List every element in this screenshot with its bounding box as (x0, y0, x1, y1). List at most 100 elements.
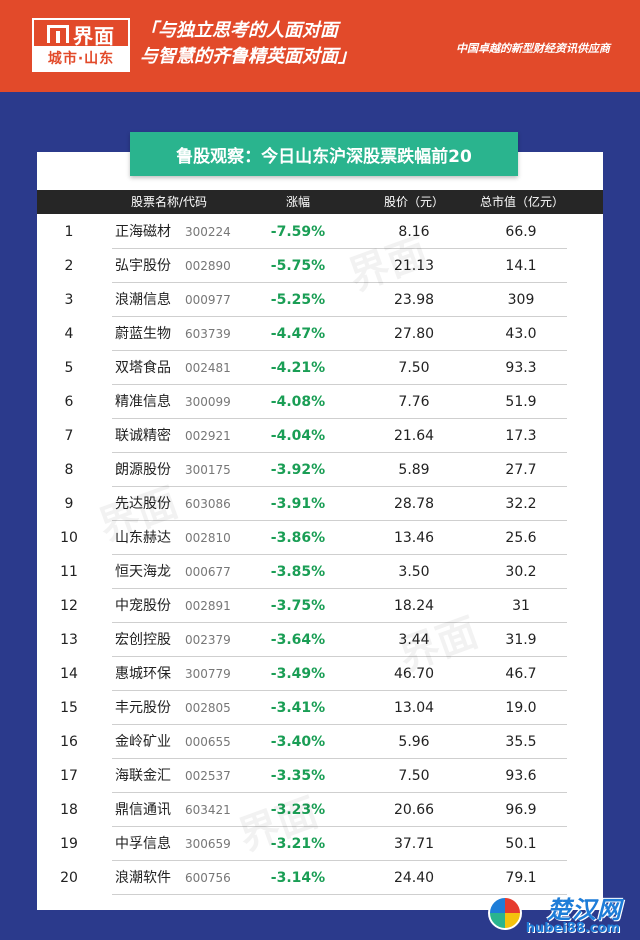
stock-code-cell: 002481 (185, 361, 231, 375)
market-cap-cell: 25.6 (505, 530, 537, 546)
stock-code-cell: 002921 (185, 429, 231, 443)
table-row: 2 弘宇股份 002890 -5.75% 21.13 14.1 (37, 249, 603, 283)
stock-code-cell: 603086 (185, 497, 231, 511)
table-row: 15 丰元股份 002805 -3.41% 13.04 19.0 (37, 691, 603, 725)
rank-cell: 2 (64, 258, 74, 274)
market-cap-cell: 93.3 (505, 360, 537, 376)
rank-cell: 6 (64, 394, 74, 410)
stock-name-cell: 弘宇股份 (115, 258, 171, 274)
table-row: 8 朗源股份 300175 -3.92% 5.89 27.7 (37, 453, 603, 487)
change-cell: -3.49% (270, 666, 326, 682)
rank-cell: 18 (60, 802, 78, 818)
rank-cell: 5 (64, 360, 74, 376)
table-row: 12 中宠股份 002891 -3.75% 18.24 31 (37, 589, 603, 623)
change-cell: -3.40% (270, 734, 326, 750)
stock-name-cell: 蔚蓝生物 (115, 326, 171, 342)
market-cap-cell: 35.5 (505, 734, 537, 750)
stock-name-cell: 宏创控股 (115, 632, 171, 648)
market-cap-cell: 43.0 (505, 326, 537, 342)
header-banner: 界面 城市·山东 「与独立思考的人面对面 与智慧的齐鲁精英面对面」 中国卓越的新… (0, 0, 640, 92)
market-cap-cell: 31 (512, 598, 530, 614)
table-row: 4 蔚蓝生物 603739 -4.47% 27.80 43.0 (37, 317, 603, 351)
table-row: 16 金岭矿业 000655 -3.40% 5.96 35.5 (37, 725, 603, 759)
stock-code-cell: 603421 (185, 803, 231, 817)
logo-sub: 城市·山东 (34, 46, 128, 70)
market-cap-cell: 31.9 (505, 632, 537, 648)
price-cell: 5.96 (398, 734, 430, 750)
rank-cell: 9 (64, 496, 74, 512)
table-row: 9 先达股份 603086 -3.91% 28.78 32.2 (37, 487, 603, 521)
market-cap-cell: 19.0 (505, 700, 537, 716)
price-cell: 8.16 (398, 224, 430, 240)
jiemian-logo: 界面 城市·山东 (32, 18, 130, 72)
table-row: 11 恒天海龙 000677 -3.85% 3.50 30.2 (37, 555, 603, 589)
header-market-cap: 总市值（亿元） (480, 195, 565, 209)
table-row: 5 双塔食品 002481 -4.21% 7.50 93.3 (37, 351, 603, 385)
stock-name-cell: 山东赫达 (115, 530, 171, 546)
rank-cell: 10 (60, 530, 78, 546)
change-cell: -5.75% (270, 258, 326, 274)
stock-code-cell: 300224 (185, 225, 231, 239)
rank-cell: 17 (60, 768, 78, 784)
table-row: 10 山东赫达 002810 -3.86% 13.46 25.6 (37, 521, 603, 555)
stock-code-cell: 002379 (185, 633, 231, 647)
change-cell: -4.21% (270, 360, 326, 376)
price-cell: 46.70 (393, 666, 435, 682)
table-row: 6 精准信息 300099 -4.08% 7.76 51.9 (37, 385, 603, 419)
stock-name-cell: 精准信息 (115, 394, 171, 410)
price-cell: 20.66 (393, 802, 435, 818)
market-cap-cell: 51.9 (505, 394, 537, 410)
header-price: 股价（元） (383, 195, 445, 209)
change-cell: -3.41% (270, 700, 326, 716)
site-url: hubei88.com (525, 921, 620, 936)
stock-code-cell: 300779 (185, 667, 231, 681)
change-cell: -3.92% (270, 462, 326, 478)
table-row: 13 宏创控股 002379 -3.64% 3.44 31.9 (37, 623, 603, 657)
rank-cell: 14 (60, 666, 78, 682)
change-cell: -5.25% (270, 292, 326, 308)
stock-name-cell: 正海磁材 (115, 224, 171, 240)
rank-cell: 7 (64, 428, 74, 444)
change-cell: -3.85% (270, 564, 326, 580)
rank-cell: 11 (60, 564, 78, 580)
market-cap-cell: 14.1 (505, 258, 537, 274)
table-row: 18 鼎信通讯 603421 -3.23% 20.66 96.9 (37, 793, 603, 827)
rank-cell: 20 (60, 870, 78, 886)
table-row: 1 正海磁材 300224 -7.59% 8.16 66.9 (37, 215, 603, 249)
stock-name-cell: 恒天海龙 (115, 564, 171, 580)
price-cell: 3.44 (398, 632, 430, 648)
header-change: 涨幅 (285, 195, 311, 209)
change-cell: -3.86% (270, 530, 326, 546)
price-cell: 21.64 (393, 428, 435, 444)
market-cap-cell: 66.9 (505, 224, 537, 240)
stock-code-cell: 000977 (185, 293, 231, 307)
market-cap-cell: 17.3 (505, 428, 537, 444)
stock-code-cell: 002805 (185, 701, 231, 715)
price-cell: 18.24 (393, 598, 435, 614)
rank-cell: 16 (60, 734, 78, 750)
site-logo-icon (488, 896, 522, 930)
price-cell: 7.50 (398, 768, 430, 784)
price-cell: 37.71 (393, 836, 435, 852)
market-cap-cell: 96.9 (505, 802, 537, 818)
change-cell: -3.75% (270, 598, 326, 614)
stock-code-cell: 000655 (185, 735, 231, 749)
rank-cell: 13 (60, 632, 78, 648)
stock-code-cell: 300099 (185, 395, 231, 409)
change-cell: -7.59% (270, 224, 326, 240)
stock-name-cell: 中孚信息 (115, 836, 171, 852)
stock-code-cell: 002810 (185, 531, 231, 545)
change-cell: -3.21% (270, 836, 326, 852)
price-cell: 7.76 (398, 394, 430, 410)
market-cap-cell: 309 (507, 292, 535, 308)
stock-code-cell: 002890 (185, 259, 231, 273)
stock-code-cell: 002891 (185, 599, 231, 613)
change-cell: -3.23% (270, 802, 326, 818)
stock-code-cell: 000677 (185, 565, 231, 579)
stock-name-cell: 联诚精密 (115, 428, 171, 444)
market-cap-cell: 46.7 (505, 666, 537, 682)
table-row: 19 中孚信息 300659 -3.21% 37.71 50.1 (37, 827, 603, 861)
table-header: 股票名称/代码 涨幅 股价（元） 总市值（亿元） (37, 190, 603, 214)
site-logo[interactable]: 楚汉网 hubei88.com (482, 890, 632, 936)
slogan-line-2: 与智慧的齐鲁精英面对面」 (140, 46, 356, 67)
